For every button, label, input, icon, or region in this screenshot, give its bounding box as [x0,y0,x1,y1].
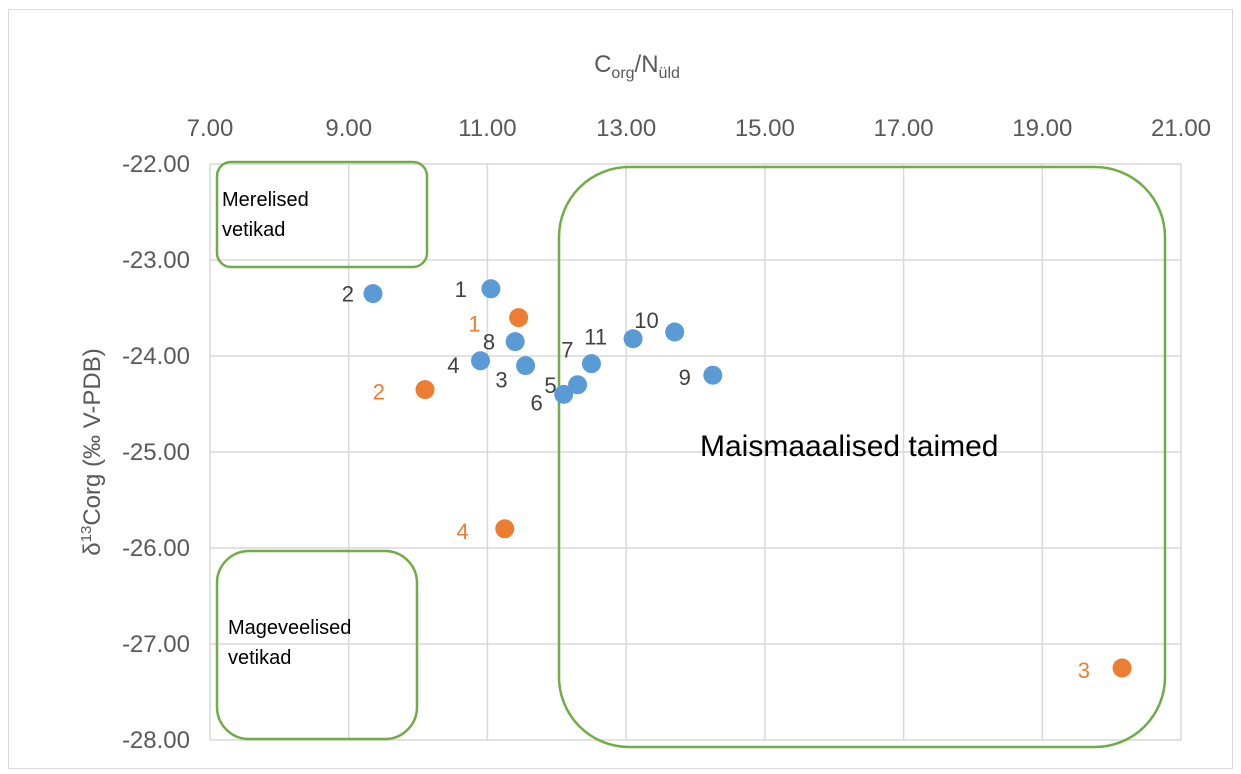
y-tick-label: -22.00 [122,151,190,178]
region-label-mageveelised: Mageveelised [228,617,351,639]
grid [209,163,1182,741]
data-point-label: 3 [495,368,507,393]
data-point-label: 2 [373,380,385,405]
data-point-label: 11 [584,325,607,350]
data-point-label: 4 [457,519,469,544]
data-point [505,332,525,352]
x-tick-labels: 7.00 9.00 11.00 13.00 15.00 17.00 19.00 21.00 [187,115,1211,142]
data-point-label: 1 [468,312,480,337]
x-tick-label: 15.00 [735,115,795,142]
data-point [665,322,685,342]
data-point [415,380,435,400]
data-point [703,365,723,385]
data-point [509,308,529,328]
chart-frame [8,9,1233,769]
region-box-mageveelised [215,549,419,741]
data-point-label: 9 [679,365,691,390]
data-point-label: 4 [447,353,459,378]
y-tick-label: -24.00 [122,343,190,370]
y-tick-label: -28.00 [122,727,190,754]
x-tick-label: 9.00 [325,115,372,142]
data-point-label: 2 [342,282,354,307]
x-axis-title: Corg/Nüld [594,51,680,82]
data-point [581,354,601,374]
region-label-merelised: vetikad [222,219,285,241]
y-tick-label: -27.00 [122,631,190,658]
y-tick-label: -25.00 [122,439,190,466]
data-point [495,519,515,539]
data-point [363,284,383,304]
data-point [1112,658,1132,678]
region-label-maismaa: Maismaaalised taimed [700,430,998,463]
data-point [554,384,574,404]
region-label-mageveelised: vetikad [228,647,291,669]
data-point-label: 6 [530,390,542,415]
data-point-label: 3 [1078,658,1090,683]
x-tick-label: 7.00 [187,115,234,142]
region-label-merelised: Merelised [222,189,309,211]
x-tick-label: 19.00 [1012,115,1072,142]
y-tick-labels: -22.00 -23.00 -24.00 -25.00 -26.00 -27.00 -28.… [122,151,190,754]
x-tick-label: 21.00 [1151,115,1211,142]
data-point [623,329,643,349]
data-point [481,279,501,299]
data-point-label: 8 [483,330,495,355]
data-point-label: 7 [561,338,573,363]
data-point [470,351,490,371]
y-tick-label: -23.00 [122,247,190,274]
data-point [516,356,536,376]
region-box-maismaa [557,165,1167,749]
region-boxes: Merelised vetikad Mageveelised vetikad Maism… [215,160,1167,749]
data-point-label: 1 [455,277,467,302]
region-box-merelised [215,160,429,269]
x-tick-label: 13.00 [596,115,656,142]
y-tick-label: -26.00 [122,535,190,562]
y-axis-title: δ13Corg (‰ V-PDB) [78,348,106,555]
x-tick-label: 11.00 [458,115,516,142]
x-tick-label: 17.00 [874,115,934,142]
data-point-label: 10 [634,308,658,333]
data-point [568,375,588,395]
data-point-label: 5 [544,373,556,398]
